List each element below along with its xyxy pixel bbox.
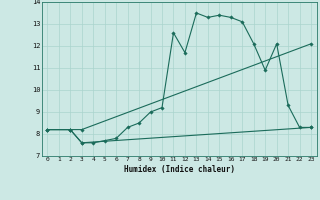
X-axis label: Humidex (Indice chaleur): Humidex (Indice chaleur) xyxy=(124,165,235,174)
